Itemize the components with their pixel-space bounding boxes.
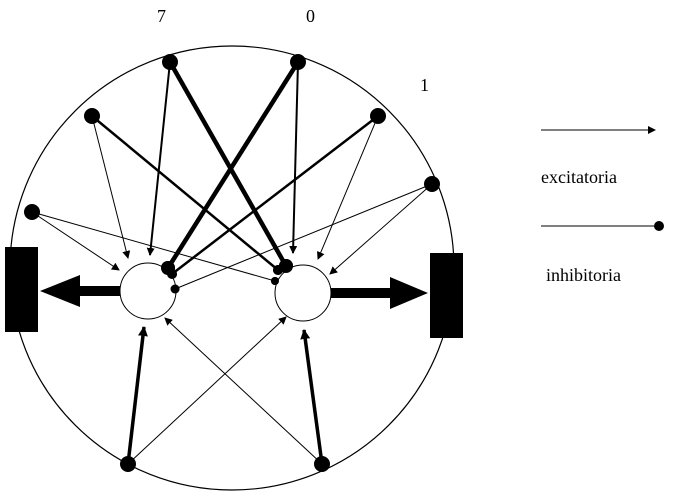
- conn-s1-right: [317, 115, 379, 260]
- conn-s2-right: [329, 183, 433, 275]
- conn-rr-right: [300, 329, 324, 465]
- legend-inhibitory-label: inhibitoria: [546, 265, 621, 285]
- conn-s5-left: [31, 211, 120, 271]
- left-motor: [5, 247, 38, 332]
- conn-s0-right: [289, 61, 299, 254]
- right-motor: [430, 253, 463, 338]
- legend-inhibitory-dot: [654, 221, 664, 231]
- sensor-2: [424, 176, 440, 192]
- sensor-6: [84, 108, 100, 124]
- robot-body-circle: [9, 45, 455, 491]
- sensor-7: [162, 54, 178, 70]
- sensor-label-0: 0: [306, 6, 315, 26]
- legend-excitatory-label: excitatoria: [541, 167, 617, 187]
- conn-s6-right-inhib: [91, 115, 279, 271]
- sensor-rear-right: [314, 456, 330, 472]
- conn-s6-left: [91, 115, 131, 259]
- sensor-rear-left: [120, 456, 136, 472]
- conn-s7-right-inhib: [168, 60, 288, 268]
- inhib-dot-s2-top: [170, 284, 180, 294]
- conn-rr-left: [164, 317, 323, 465]
- inhib-dot-s6-top: [273, 265, 283, 275]
- conn-s5-right-inhib: [31, 211, 276, 282]
- legend: excitatoria inhibitoria: [541, 126, 664, 285]
- right-neuron: [274, 264, 332, 322]
- sensor-5: [24, 204, 40, 220]
- sensor-label-1: 1: [420, 75, 429, 95]
- conn-s2-left-inhib: [174, 183, 433, 290]
- conn-s0-left-inhib: [166, 60, 300, 270]
- sensor-1: [370, 108, 386, 124]
- conn-s1-left-inhib: [171, 115, 379, 275]
- sensor-label-7: 7: [157, 6, 166, 26]
- sensor-0: [290, 54, 306, 70]
- conn-rl-right: [127, 316, 287, 465]
- sensors: [24, 54, 440, 472]
- conn-s7-left: [146, 61, 171, 256]
- conn-rl-left: [126, 326, 148, 465]
- right-motor-arrow: [330, 277, 428, 309]
- inhib-dot-s5-top: [271, 277, 279, 285]
- left-motor-arrow: [40, 275, 120, 307]
- inhib-dot-s1-top: [167, 269, 177, 279]
